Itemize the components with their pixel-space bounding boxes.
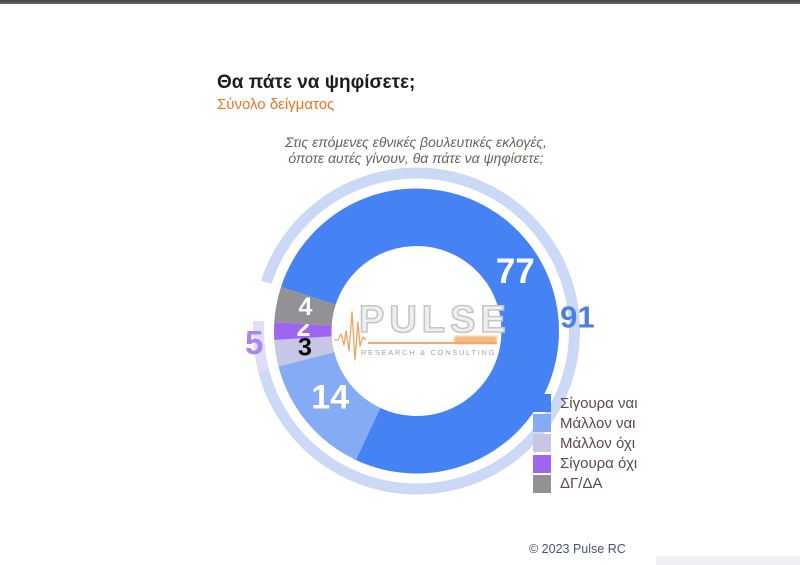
page-title: Θα πάτε να ψηφίσετε;: [217, 72, 416, 93]
inner-segment-0: [280, 188, 559, 474]
legend-swatch: [533, 474, 551, 493]
inner-value-label: 14: [311, 378, 349, 416]
inner-segment-2: [274, 336, 335, 367]
pulse-logo-underline: [368, 342, 497, 344]
legend-swatch: [533, 414, 551, 433]
legend-label: Σίγουρα όχι: [560, 455, 638, 473]
chart-question: Στις επόμενες εθνικές βουλευτικές εκλογέ…: [166, 134, 666, 166]
pulse-logo-smudge: [454, 336, 497, 344]
legend-swatch: [533, 394, 551, 412]
chart-legend: Σίγουρα ναι Μάλλον ναι Μάλλον όχι Σίγουρα ό…: [533, 394, 638, 495]
page-subtitle: Σύνολο δείγματος: [217, 96, 335, 113]
pulse-logo-wordmark: PULSE: [358, 299, 511, 341]
legend-item-2: Μάλλον όχι: [533, 434, 638, 453]
legend-swatch: [533, 454, 551, 473]
inner-value-label: 4: [299, 293, 313, 321]
inner-value-label: 3: [298, 334, 312, 362]
chart-question-line2: όποτε αυτές γίνουν, θα πάτε να ψηφίσετε;: [288, 150, 544, 167]
inner-segment-4: [274, 286, 336, 326]
outer-value-label: 5: [245, 324, 263, 361]
legend-label: ΔΓ/ΔΑ: [560, 475, 603, 493]
inner-segment-3: [274, 322, 332, 340]
pulse-waveform-icon: [334, 311, 367, 361]
pulse-logo-tagline: RESEARCH & CONSULTING: [361, 348, 497, 357]
inner-value-label: 77: [496, 252, 535, 291]
inner-segment-1: [278, 352, 381, 460]
outer-value-label: 91: [560, 300, 594, 335]
corner-strip: [656, 556, 800, 565]
copyright: © 2023 Pulse RC: [529, 542, 626, 556]
legend-swatch: [533, 434, 551, 453]
legend-label: Μάλλον ναι: [560, 414, 636, 432]
legend-label: Μάλλον όχι: [560, 434, 636, 452]
legend-item-3: Σίγουρα όχι: [533, 454, 638, 473]
legend-item-0: Σίγουρα ναι: [533, 394, 638, 412]
pulse-logo: PULSE RESEARCH & CONSULTING: [330, 298, 510, 362]
chart-question-line1: Στις επόμενες εθνικές βουλευτικές εκλογέ…: [285, 134, 547, 150]
legend-label: Σίγουρα ναι: [560, 394, 638, 412]
legend-item-1: Μάλλον ναι: [533, 414, 638, 433]
top-bar: [0, 0, 800, 4]
legend-item-4: ΔΓ/ΔΑ: [533, 474, 638, 493]
outer-segment-1: [253, 320, 269, 372]
